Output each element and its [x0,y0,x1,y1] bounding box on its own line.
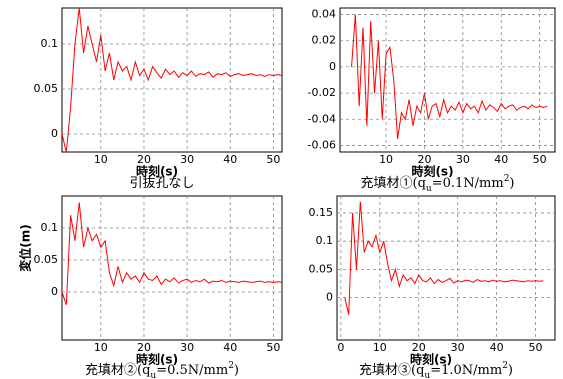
x-tick-label: 30 [451,341,465,354]
x-tick-label: 50 [533,153,547,166]
y-tick-label: 0.02 [312,34,337,47]
x-tick-label: 10 [373,341,387,354]
caption-part: 充填材①(q [361,175,426,191]
x-tick-label: 40 [223,341,237,354]
caption: 充填材②(qu=0.5N/mm2) [85,361,239,379]
x-tick-label: 40 [223,153,237,166]
y-tick-label: 0 [51,285,58,298]
data-line [344,201,544,315]
x-tick-label: 40 [494,153,508,166]
x-tick-label: 40 [490,341,504,354]
x-tick-label: 50 [529,341,543,354]
plot-area [339,7,556,153]
x-axis-label: 時刻(s) [136,352,178,367]
y-tick-label: 0 [326,291,333,304]
y-tick-label: 0.1 [41,221,59,234]
data-line [62,8,282,152]
x-tick-label: 30 [180,341,194,354]
data-line [62,202,282,305]
x-tick-label: 50 [266,153,280,166]
caption-part: =0.1N/mm [432,176,504,191]
y-tick-label: 0.05 [34,253,59,266]
panel: 0 0.05 0.1 10 20 30 40 50 時刻(s)引抜孔なし [34,7,283,191]
y-tick-label: 0.15 [309,206,334,219]
caption-part: 2 [502,361,508,371]
plot-area [61,195,283,341]
panel: 0 0.05 0.1 10 20 30 40 50 時刻(s) 変位(m) 充填材②(qu=0.5N… [18,195,283,379]
caption-part: u [150,371,156,379]
panel: 0.04 0.02 0 -0.02 -0.04 -0.06 10 20 30 40 50 時刻(s)充… [308,7,556,194]
caption-part: 引抜孔なし [129,175,194,191]
x-tick-label: 30 [180,153,194,166]
x-tick-label: 10 [379,153,393,166]
data-line [351,14,548,139]
caption: 引抜孔なし [129,175,194,191]
y-tick-label: 0.1 [316,234,334,247]
caption-part: 2 [228,361,234,371]
caption-part: u [424,371,430,379]
caption-part: u [426,184,432,194]
y-tick-label: -0.02 [308,86,336,99]
plot-area [336,195,556,341]
caption-part: =0.5N/mm [156,363,228,378]
x-axis-label: 時刻(s) [410,352,452,367]
plot-area [61,7,283,153]
caption-part: 充填材③(q [359,362,424,378]
caption-part: ) [508,363,513,378]
caption-part: ) [509,176,514,191]
y-tick-label: 0 [329,60,336,73]
caption-part: =1.0N/mm [430,363,502,378]
x-tick-label: 20 [137,341,151,354]
caption-part: 2 [504,174,510,184]
caption-part: ) [234,363,239,378]
caption-part: 充填材②(q [85,362,150,378]
x-tick-label: 10 [94,153,108,166]
y-tick-label: -0.04 [308,112,336,125]
y-tick-label: 0 [51,127,58,140]
y-tick-label: -0.06 [308,138,336,151]
x-axis-label: 時刻(s) [411,164,453,179]
y-tick-label: 0.05 [34,82,59,95]
y-tick-label: 0.04 [312,8,337,21]
x-tick-label: 30 [456,153,470,166]
x-tick-label: 20 [137,153,151,166]
x-tick-label: 0 [337,341,344,354]
x-axis-label: 時刻(s) [136,164,178,179]
caption: 充填材③(qu=1.0N/mm2) [359,361,513,379]
x-tick-label: 20 [417,153,431,166]
x-tick-label: 20 [412,341,426,354]
x-tick-label: 10 [94,341,108,354]
caption: 充填材①(qu=0.1N/mm2) [361,174,515,194]
y-axis-label: 変位(m) [18,224,33,271]
panel: 0 0.05 0.1 0.15 0 10 20 30 40 50 時刻(s)充填材③(qu=1.0N… [309,195,556,379]
y-tick-label: 0.1 [41,37,59,50]
x-tick-label: 50 [266,341,280,354]
y-tick-label: 0.05 [309,262,334,275]
